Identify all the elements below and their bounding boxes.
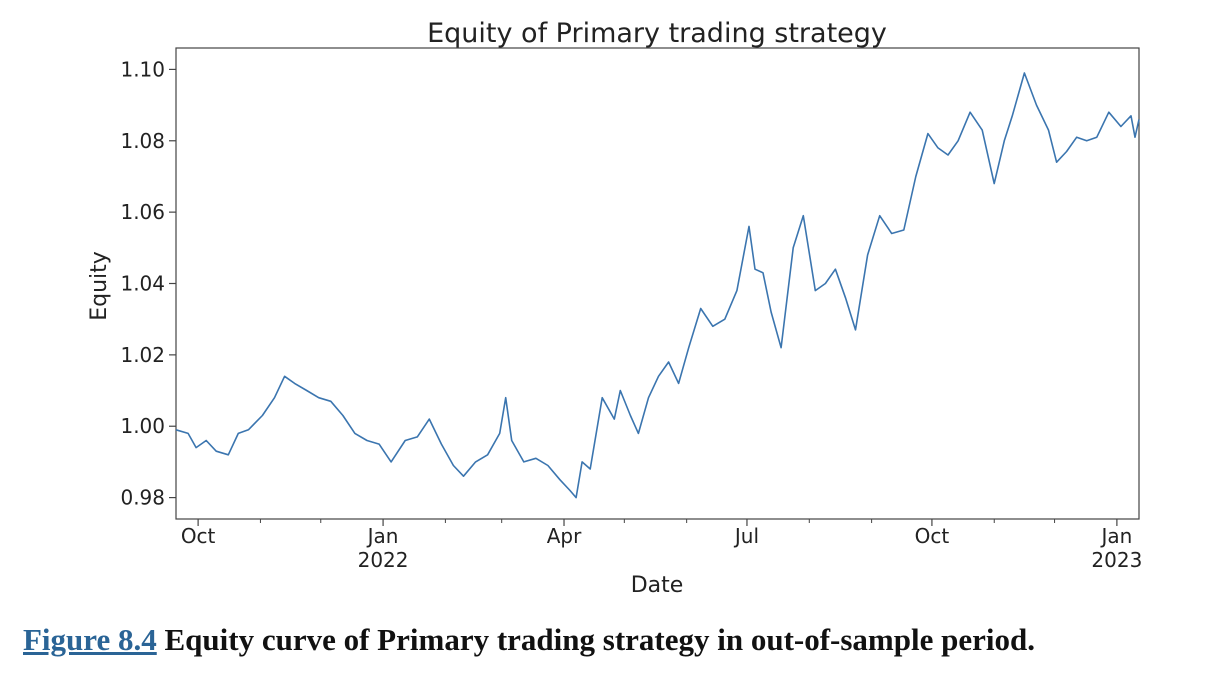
y-tick-label: 1.10 [120,57,165,81]
equity-chart: Equity of Primary trading strategy 0.98 1… [87,18,1142,598]
chart-title: Equity of Primary trading strategy [427,18,887,49]
x-tick-year-label: 2022 [358,548,409,572]
y-tick-label: 1.00 [120,414,165,438]
x-tick-label: Oct [181,524,216,548]
x-tick-label: Oct [915,524,950,548]
y-tick-label: 1.06 [120,200,165,224]
caption-text: Equity curve of Primary trading strategy… [156,622,1035,657]
y-tick-label: 1.04 [120,272,165,296]
x-tick-label: Apr [547,524,582,548]
figure-link[interactable]: Figure 8.4 [23,622,157,657]
x-tick-label: Jan [1099,524,1132,548]
y-axis-label: Equity [87,251,112,321]
y-tick-label: 1.02 [120,343,165,367]
x-tick-year-label: 2023 [1091,548,1142,572]
x-tick-label: Jan [366,524,399,548]
figure-caption: Figure 8.4 Equity curve of Primary tradi… [23,622,1035,658]
equity-line [175,72,1140,499]
plot-area-frame [175,47,1140,520]
y-axis: 0.98 1.00 1.02 1.04 1.06 1.08 1.10 [120,57,176,510]
y-tick-label: 0.98 [120,486,165,510]
x-tick-label: Jul [733,524,759,548]
y-tick-label: 1.08 [120,129,165,153]
x-axis-label: Date [631,573,684,598]
